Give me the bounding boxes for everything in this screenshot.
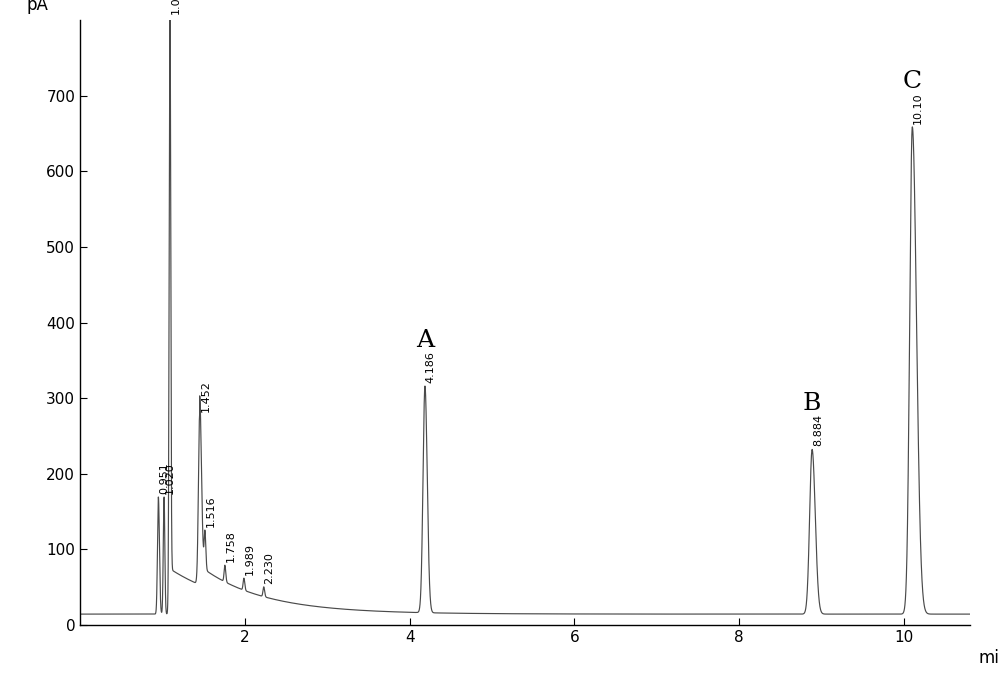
Text: 1.091: 1.091 <box>171 0 181 14</box>
Text: B: B <box>803 392 821 416</box>
Text: 1.020: 1.020 <box>165 462 175 494</box>
Text: C: C <box>903 70 922 93</box>
Text: 4.186: 4.186 <box>426 351 436 383</box>
Text: 1.516: 1.516 <box>206 496 216 527</box>
Text: min: min <box>979 649 1000 667</box>
Text: 2.230: 2.230 <box>265 552 275 584</box>
Text: 8.884: 8.884 <box>813 414 823 446</box>
Text: pA: pA <box>27 0 48 14</box>
Text: 1.989: 1.989 <box>245 543 255 575</box>
Text: 1.452: 1.452 <box>200 380 210 411</box>
Text: 1.758: 1.758 <box>226 530 236 562</box>
Text: 0.951: 0.951 <box>159 462 169 494</box>
Text: 10.10: 10.10 <box>913 92 923 124</box>
Text: A: A <box>416 329 434 352</box>
